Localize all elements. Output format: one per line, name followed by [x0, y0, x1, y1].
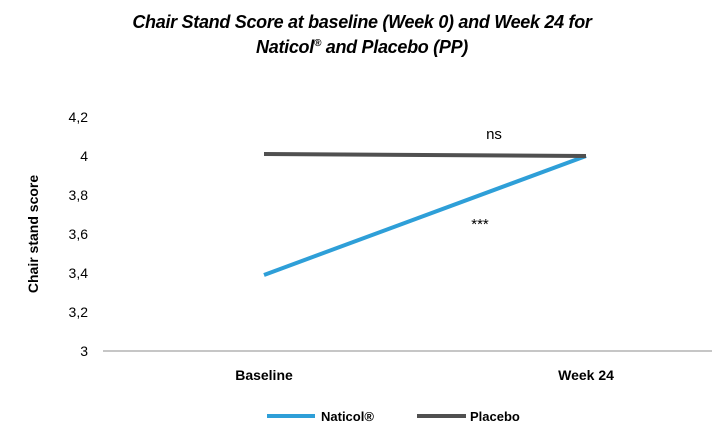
y-tick-label: 4 [80, 148, 88, 164]
legend-label: Placebo [470, 409, 520, 424]
series-lines [263, 152, 587, 277]
y-tick-label: 3,8 [69, 187, 89, 203]
significance-annotation: *** [471, 216, 489, 233]
annotations: ns *** [471, 126, 502, 233]
y-tick-label: 3,2 [69, 304, 89, 320]
series-line [263, 154, 587, 277]
y-tick-label: 4,2 [69, 109, 89, 125]
chart-title-rest: and Placebo (PP) [321, 37, 469, 57]
x-category-label: Week 24 [558, 367, 614, 383]
x-category-label: Baseline [235, 367, 293, 383]
chart-title-naticol: Naticol [256, 37, 314, 57]
chart-title-line-1: Chair Stand Score at baseline (Week 0) a… [132, 12, 592, 32]
y-axis-ticks: 3 3,2 3,4 3,6 3,8 4 4,2 [69, 109, 89, 359]
significance-annotation: ns [486, 126, 502, 143]
chart-title-line-2: Naticol® and Placebo (PP) [0, 35, 724, 60]
series-line [263, 152, 587, 158]
legend: Naticol® Placebo [267, 409, 520, 424]
y-axis-title: Chair stand score [25, 175, 41, 293]
x-axis-categories: Baseline Week 24 [235, 367, 614, 383]
chart-title: Chair Stand Score at baseline (Week 0) a… [0, 10, 724, 60]
y-tick-label: 3,4 [69, 265, 89, 281]
chart-title-registered-mark: ® [313, 38, 322, 49]
legend-label: Naticol® [321, 409, 374, 424]
y-tick-label: 3,6 [69, 226, 89, 242]
y-tick-label: 3 [80, 343, 88, 359]
